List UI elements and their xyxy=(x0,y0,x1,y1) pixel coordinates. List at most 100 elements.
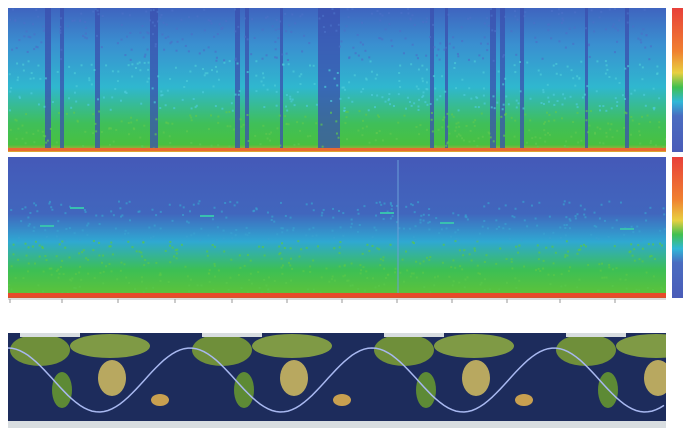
speckle xyxy=(279,252,281,254)
speckle xyxy=(659,243,661,245)
speckle xyxy=(383,218,385,220)
speckle xyxy=(336,133,338,135)
speckle xyxy=(59,239,61,241)
speckle xyxy=(167,36,169,38)
speckle xyxy=(533,22,535,24)
speckle xyxy=(26,30,28,32)
speckle xyxy=(500,116,502,118)
speckle xyxy=(580,205,582,207)
speckle xyxy=(82,35,84,37)
speckle xyxy=(383,283,385,285)
speckle xyxy=(77,121,79,123)
speckle xyxy=(85,211,87,213)
speckle xyxy=(485,254,487,256)
speckle xyxy=(577,106,579,108)
speckle xyxy=(589,56,591,58)
speckle xyxy=(238,94,240,96)
stripe xyxy=(280,8,283,148)
speckle xyxy=(426,81,428,83)
speckle xyxy=(229,201,231,203)
speckle xyxy=(454,267,456,269)
speckle xyxy=(215,66,217,68)
speckle xyxy=(117,42,119,44)
speckle xyxy=(403,52,405,54)
speckle xyxy=(410,276,412,278)
continent xyxy=(98,360,126,396)
speckle xyxy=(642,28,644,30)
speckle xyxy=(117,80,119,82)
speckle xyxy=(255,90,257,92)
speckle xyxy=(216,71,218,73)
speckle xyxy=(67,25,69,27)
speckle xyxy=(546,112,548,114)
speckle xyxy=(493,140,495,142)
speckle xyxy=(37,65,39,67)
speckle xyxy=(473,140,475,142)
speckle xyxy=(494,30,496,32)
speckle xyxy=(461,26,463,28)
speckle xyxy=(157,75,159,77)
speckle xyxy=(418,68,420,70)
speckle xyxy=(108,263,110,265)
speckle xyxy=(133,127,135,129)
speckle xyxy=(567,66,569,68)
speckle xyxy=(438,232,440,234)
speckle xyxy=(388,23,390,25)
speckle xyxy=(96,35,98,37)
speckle xyxy=(68,66,70,68)
speckle xyxy=(288,123,290,125)
speckle xyxy=(97,13,99,15)
speckle xyxy=(463,139,465,141)
speckle xyxy=(437,49,439,51)
speckle xyxy=(599,128,601,130)
speckle xyxy=(251,283,253,285)
speckle xyxy=(246,114,248,116)
speckle xyxy=(238,274,240,276)
speckle xyxy=(45,142,47,144)
speckle xyxy=(180,19,182,21)
speckle xyxy=(82,229,84,231)
speckle xyxy=(17,128,19,130)
streak xyxy=(200,215,214,217)
speckle xyxy=(336,84,338,86)
speckle xyxy=(474,125,476,127)
speckle xyxy=(412,204,414,206)
speckle xyxy=(155,214,157,216)
speckle xyxy=(630,116,632,118)
speckle xyxy=(553,262,555,264)
speckle xyxy=(328,69,330,71)
speckle xyxy=(250,260,252,262)
speckle xyxy=(40,41,42,43)
speckle xyxy=(306,247,308,249)
speckle xyxy=(216,239,218,241)
speckle xyxy=(596,237,598,239)
speckle xyxy=(547,84,549,86)
speckle xyxy=(223,62,225,64)
speckle xyxy=(332,276,334,278)
speckle xyxy=(122,239,124,241)
speckle xyxy=(627,65,629,67)
speckle xyxy=(383,268,385,270)
speckle xyxy=(396,138,398,140)
speckle xyxy=(474,60,476,62)
speckle xyxy=(216,57,218,59)
speckle xyxy=(496,228,498,230)
speckle xyxy=(464,279,466,281)
speckle xyxy=(122,13,124,15)
speckle xyxy=(568,202,570,204)
speckle xyxy=(26,255,28,257)
speckle xyxy=(647,287,649,289)
speckle xyxy=(455,87,457,89)
speckle xyxy=(662,146,664,148)
speckle xyxy=(175,249,177,251)
speckle xyxy=(56,236,58,238)
speckle xyxy=(503,104,505,106)
speckle xyxy=(405,206,407,208)
speckle xyxy=(555,252,557,254)
speckle xyxy=(535,218,537,220)
speckle xyxy=(612,268,614,270)
baseline xyxy=(8,293,666,297)
speckle xyxy=(203,49,205,51)
speckle xyxy=(379,13,381,15)
speckle xyxy=(359,224,361,226)
